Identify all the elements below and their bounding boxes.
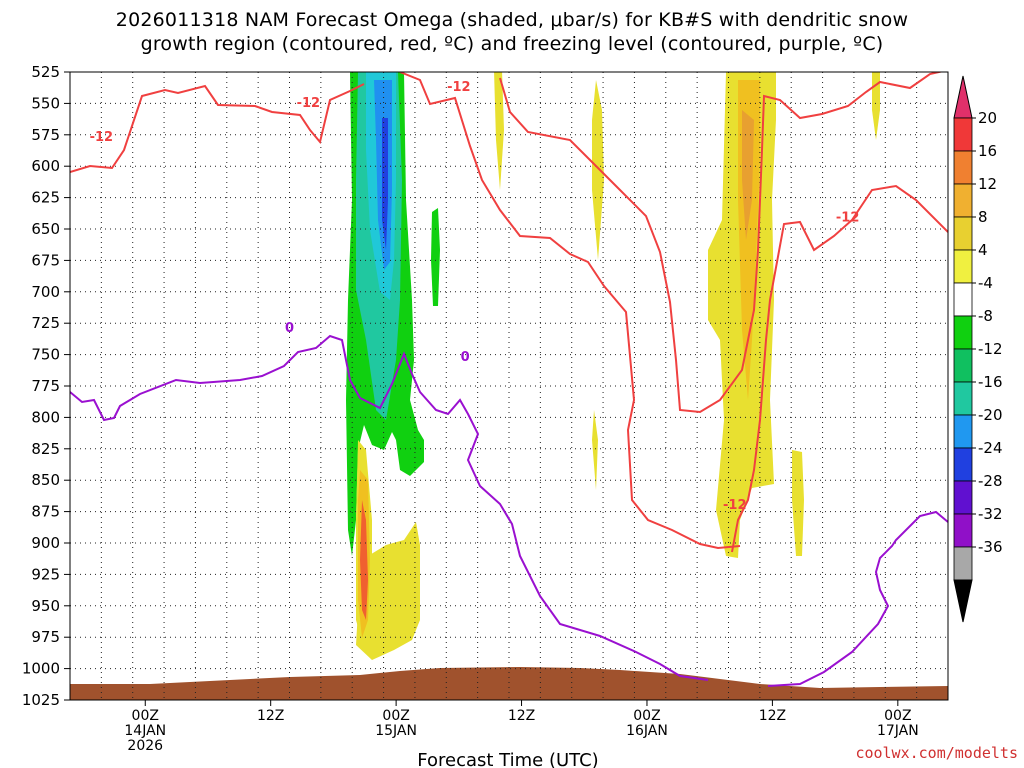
colorbar-bottom-triangle <box>953 579 973 623</box>
colorbar-swatch <box>953 381 973 416</box>
y-tick-label: 525 <box>31 63 60 81</box>
chart-title-line-2: growth region (contoured, red, ºC) and f… <box>140 33 884 55</box>
x-tick-label: 12Z <box>508 708 535 724</box>
y-tick-label: 600 <box>31 157 60 175</box>
y-tick-label: 625 <box>31 189 60 207</box>
y-tick-label: 675 <box>31 251 60 269</box>
colorbar-swatch <box>953 315 973 350</box>
contour-labels: -12 -12 -12 -12 -12 0 0 <box>90 80 860 513</box>
colorbar-label: -8 <box>978 307 993 325</box>
y-tick-label: 975 <box>31 628 60 646</box>
omega-orange-core <box>742 110 754 240</box>
colorbar-swatch <box>953 414 973 449</box>
contour-lines <box>70 72 948 687</box>
colorbar-label: 8 <box>978 208 988 226</box>
omega-shading <box>346 72 880 660</box>
colorbar-swatch <box>953 513 973 548</box>
colorbar-swatch <box>953 282 973 317</box>
x-tick-date: 15JAN <box>375 723 417 739</box>
plot-frame <box>69 71 949 701</box>
colorbar-swatch <box>953 249 973 284</box>
y-tick-label: 550 <box>31 94 60 112</box>
omega-green-streak <box>431 208 440 306</box>
omega-yellow-streak-2 <box>592 80 604 260</box>
x-tick-label: 00Z <box>382 708 409 724</box>
y-tick-label: 650 <box>31 220 60 238</box>
purple-contour-freezing-level <box>767 510 948 687</box>
chart-title-line-1: 2026011318 NAM Forecast Omega (shaded, μ… <box>115 9 909 31</box>
x-tick-label: 12Z <box>759 708 786 724</box>
x-tick-date: 17JAN <box>877 723 919 739</box>
colorbar-swatch <box>953 216 973 251</box>
terrain-fill <box>70 667 948 700</box>
colorbar-label: -20 <box>978 406 1003 424</box>
colorbar-label: 12 <box>978 175 997 193</box>
red-contour-dgz <box>70 83 365 173</box>
y-tick-label: 575 <box>31 126 60 144</box>
x-tick-date: 14JAN <box>124 723 166 739</box>
omega-yellow-streak-4 <box>792 450 804 556</box>
y-tick-label: 925 <box>31 565 60 583</box>
colorbar-swatch <box>953 117 973 152</box>
contour-label: -12 <box>836 210 860 225</box>
y-tick-label: 725 <box>31 314 60 332</box>
colorbar-label: 4 <box>978 241 988 259</box>
y-tick-label: 1000 <box>22 660 60 678</box>
x-tick-label: 00Z <box>884 708 911 724</box>
omega-red-core <box>360 500 368 620</box>
colorbar-label: -36 <box>978 538 1003 556</box>
credit-text[interactable]: coolwx.com/modelts <box>855 744 1018 762</box>
colorbar-swatch <box>953 447 973 482</box>
colorbar-label: -16 <box>978 373 1003 391</box>
contour-label: -12 <box>447 80 471 95</box>
omega-yellow-streak-1 <box>494 72 504 190</box>
y-tick-label: 875 <box>31 503 60 521</box>
y-tick-label: 950 <box>31 597 60 615</box>
colorbar-label: -28 <box>978 472 1003 490</box>
colorbar-swatch <box>953 150 973 185</box>
colorbar-label: -12 <box>978 340 1003 358</box>
x-tick-label: 12Z <box>257 708 284 724</box>
y-tick-label: 800 <box>31 408 60 426</box>
omega-yellow-streak-3 <box>592 410 598 490</box>
colorbar-label: -32 <box>978 505 1003 523</box>
contour-label: -12 <box>723 498 747 513</box>
dotted-grid <box>69 71 949 701</box>
contour-label: -12 <box>90 130 114 145</box>
y-tick-label: 775 <box>31 377 60 395</box>
x-tick-date: 16JAN <box>626 723 668 739</box>
contour-label: 0 <box>285 321 294 336</box>
y-tick-label: 750 <box>31 346 60 364</box>
colorbar-swatch <box>953 348 973 383</box>
y-tick-label: 850 <box>31 471 60 489</box>
x-axis-title: Forecast Time (UTC) <box>417 750 598 768</box>
x-tick-label: 00Z <box>633 708 660 724</box>
red-contour-dgz <box>399 72 741 550</box>
y-axis: 525 550 575 600 625 650 675 700 725 750 775 800 825 8… <box>22 63 70 709</box>
colorbar-label: -24 <box>978 439 1003 457</box>
omega-yellow-streak-5 <box>872 72 880 140</box>
y-tick-label: 900 <box>31 534 60 552</box>
contour-label: 0 <box>461 350 470 365</box>
purple-contour-freezing-level <box>70 334 709 681</box>
red-contour-dgz <box>499 72 944 414</box>
x-tick-year: 2026 <box>127 738 163 754</box>
red-contour-dgz <box>731 184 948 553</box>
x-tick-label: 00Z <box>132 708 159 724</box>
colorbar-label: -4 <box>978 274 993 292</box>
colorbar-swatch <box>953 183 973 218</box>
y-tick-label: 1025 <box>22 691 60 709</box>
colorbar: 20 16 12 8 4 -4 -8 -12 -16 -20 -24 -28 -32 -36 <box>953 75 1003 623</box>
colorbar-top-triangle <box>953 75 973 119</box>
terrain-area <box>70 667 948 700</box>
y-tick-label: 700 <box>31 283 60 301</box>
colorbar-swatch <box>953 480 973 515</box>
contour-label: -12 <box>297 96 321 111</box>
colorbar-label: 20 <box>978 109 997 127</box>
y-tick-label: 825 <box>31 440 60 458</box>
colorbar-swatch <box>953 546 973 581</box>
colorbar-label: 16 <box>978 142 997 160</box>
